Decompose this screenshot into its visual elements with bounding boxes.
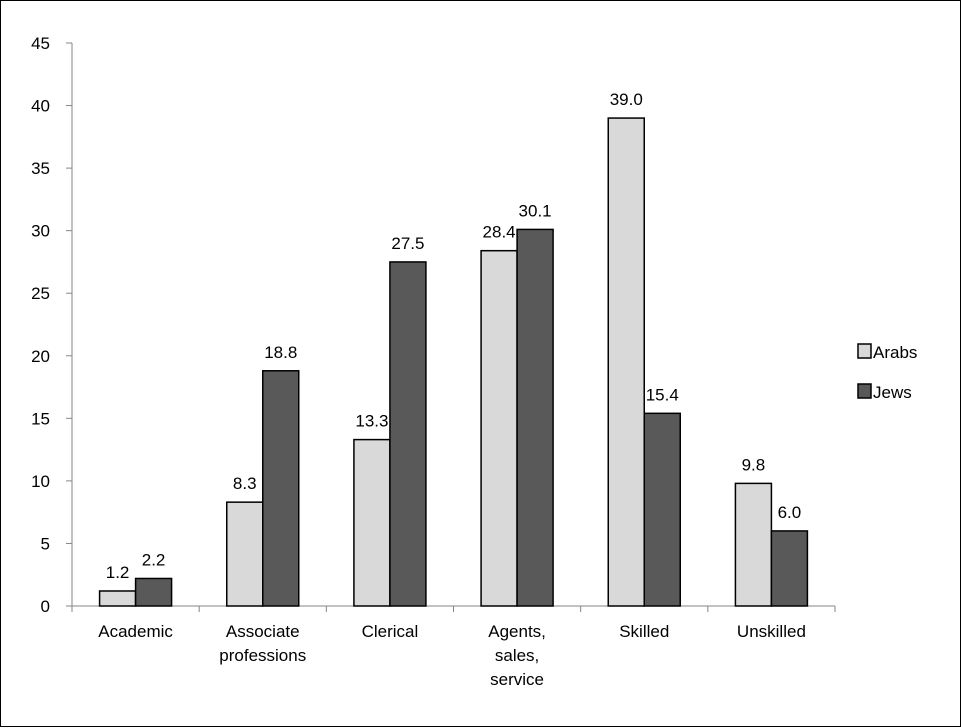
legend: Arabs Jews [857, 343, 917, 402]
data-label-arabs: 9.8 [742, 455, 766, 474]
axes: 0 5 10 15 20 25 30 35 40 45 Academic Associate profe… [31, 34, 836, 689]
x-category-label: Agents, [488, 622, 546, 641]
bar-jews [262, 370, 300, 607]
y-tick-label: 10 [31, 472, 50, 491]
x-category-label: Clerical [362, 622, 419, 641]
data-label-arabs: 1.2 [106, 563, 130, 582]
x-category-label: Academic [98, 622, 173, 641]
bar-arabs [98, 590, 137, 607]
data-label-arabs: 39.0 [610, 90, 643, 109]
data-label-arabs: 28.4 [483, 223, 516, 242]
bar-arabs [734, 482, 773, 607]
data-label-jews: 6.0 [778, 503, 802, 522]
data-label-jews: 18.8 [264, 343, 297, 362]
legend-label-arabs: Arabs [873, 343, 917, 362]
bar-jews [770, 530, 809, 607]
y-tick-label: 40 [31, 97, 50, 116]
bar-arabs [353, 438, 391, 607]
legend-label-jews: Jews [873, 383, 912, 402]
data-label-jews: 27.5 [391, 234, 424, 253]
bar-arabs [480, 249, 518, 607]
bar-arabs [607, 117, 645, 607]
bars [98, 117, 809, 607]
bar-jews [516, 228, 554, 607]
bar-jews [134, 577, 173, 607]
x-category-label: professions [219, 646, 306, 665]
bar-jews [389, 261, 427, 607]
y-tick-label: 35 [31, 159, 50, 178]
x-category-label: Skilled [619, 622, 669, 641]
y-tick-label: 5 [41, 534, 50, 553]
y-tick-label: 20 [31, 347, 50, 366]
bar-arabs [226, 501, 264, 607]
x-category-label: Unskilled [737, 622, 806, 641]
legend-swatch-jews [857, 383, 872, 399]
y-tick-label: 45 [31, 34, 50, 53]
bar-jews [643, 412, 681, 607]
data-label-jews: 15.4 [646, 385, 679, 404]
data-label-jews: 30.1 [519, 201, 552, 220]
y-tick-label: 30 [31, 222, 50, 241]
data-label-arabs: 8.3 [233, 474, 257, 493]
y-tick-label: 15 [31, 409, 50, 428]
data-label-jews: 2.2 [142, 550, 166, 569]
y-tick-label: 0 [41, 597, 50, 616]
x-category-label: Associate [226, 622, 300, 641]
legend-swatch-arabs [857, 343, 872, 359]
y-tick-label: 25 [31, 284, 50, 303]
data-label-arabs: 13.3 [355, 412, 388, 431]
x-category-label: sales, [495, 646, 539, 665]
x-category-label: service [490, 670, 544, 689]
data-labels: 1.2 8.3 13.3 28.4 39.0 9.8 2.2 18.8 27.5 30.1 15.4… [106, 90, 801, 582]
